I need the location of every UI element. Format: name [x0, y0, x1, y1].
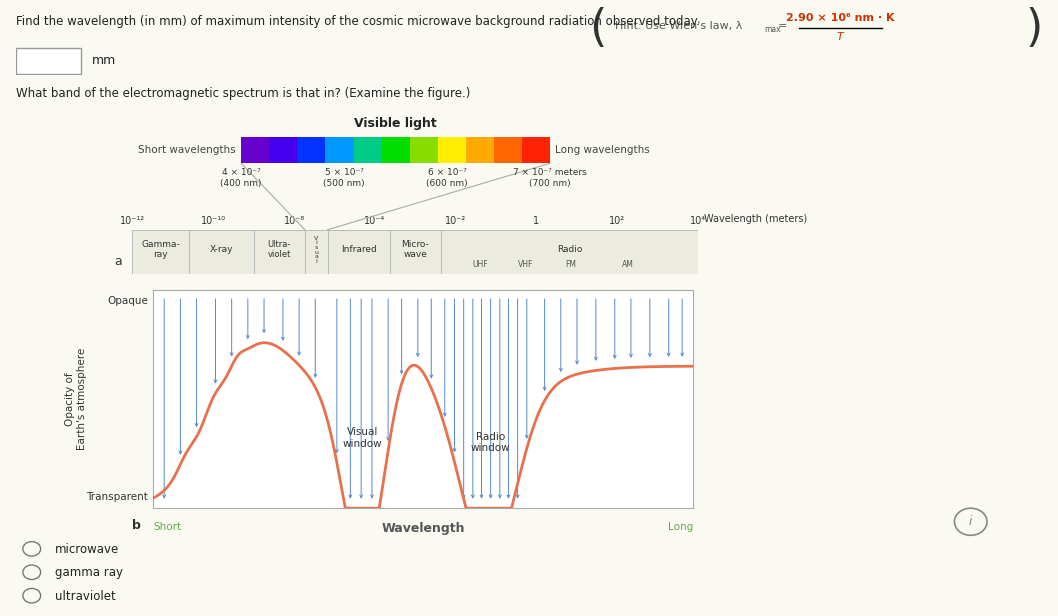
Text: Ultra-
violet: Ultra- violet [268, 240, 291, 259]
Bar [16, 48, 81, 74]
Bar [189, 230, 254, 274]
Text: b: b [132, 519, 141, 532]
Text: T: T [837, 31, 843, 42]
Text: Opacity of
Earth's atmosphere: Opacity of Earth's atmosphere [66, 348, 87, 450]
Text: What band of the electromagnetic spectrum is that in? (Examine the figure.): What band of the electromagnetic spectru… [16, 87, 470, 100]
Text: Wavelength (meters): Wavelength (meters) [704, 214, 807, 224]
Text: V
i
s
u
a
l: V i s u a l [314, 236, 318, 264]
Text: Gamma-
ray: Gamma- ray [141, 240, 180, 259]
Bar [297, 137, 326, 163]
Bar [466, 137, 494, 163]
Bar [438, 137, 466, 163]
Text: Micro-
wave: Micro- wave [401, 240, 430, 259]
Text: 6 × 10⁻⁷: 6 × 10⁻⁷ [427, 168, 467, 177]
Text: ultraviolet: ultraviolet [55, 590, 115, 603]
Text: 4 × 10⁻⁷: 4 × 10⁻⁷ [222, 168, 260, 177]
Text: a: a [114, 255, 122, 268]
Bar [522, 137, 550, 163]
Text: (: ( [589, 7, 607, 50]
Text: Long: Long [668, 522, 693, 532]
Text: Visual
window: Visual window [343, 428, 383, 449]
Text: Wavelength: Wavelength [382, 522, 464, 535]
Bar [132, 230, 189, 274]
Text: Find the wavelength (in mm) of maximum intensity of the cosmic microwave backgro: Find the wavelength (in mm) of maximum i… [16, 15, 699, 28]
Bar [328, 230, 389, 274]
Text: AM: AM [622, 260, 634, 269]
Bar [441, 230, 698, 274]
Bar [305, 230, 328, 274]
Text: Long wavelengths: Long wavelengths [555, 145, 651, 155]
Bar [382, 137, 409, 163]
Text: (400 nm): (400 nm) [220, 179, 262, 188]
Text: i: i [969, 515, 972, 529]
Text: Transparent: Transparent [87, 492, 148, 502]
Text: =: = [779, 21, 787, 31]
Text: (600 nm): (600 nm) [426, 179, 468, 188]
Text: Short: Short [153, 522, 182, 532]
Text: 10⁻⁸: 10⁻⁸ [284, 216, 305, 225]
Text: 10⁻²: 10⁻² [444, 216, 467, 225]
Bar [494, 137, 522, 163]
Text: ): ) [1025, 7, 1043, 50]
Text: Visible light: Visible light [354, 117, 437, 130]
Text: 10⁻¹²: 10⁻¹² [120, 216, 145, 225]
Text: Radio: Radio [557, 245, 582, 254]
Text: (500 nm): (500 nm) [324, 179, 365, 188]
Text: (700 nm): (700 nm) [529, 179, 571, 188]
Text: X-ray: X-ray [209, 245, 233, 254]
Text: 7 × 10⁻⁷ meters: 7 × 10⁻⁷ meters [513, 168, 587, 177]
Text: microwave: microwave [55, 543, 120, 556]
Text: VHF: VHF [518, 260, 533, 269]
Text: Hint: Use Wien's law, λ: Hint: Use Wien's law, λ [615, 21, 742, 31]
Text: FM: FM [565, 260, 577, 269]
Bar [270, 137, 297, 163]
Text: Opaque: Opaque [107, 296, 148, 306]
Text: mm: mm [92, 54, 116, 68]
Text: Short wavelengths: Short wavelengths [139, 145, 236, 155]
Text: max: max [764, 25, 781, 34]
Text: 10²: 10² [609, 216, 625, 225]
Bar [241, 137, 270, 163]
Text: 1: 1 [533, 216, 540, 225]
Text: 10⁻¹⁰: 10⁻¹⁰ [201, 216, 225, 225]
Text: Infrared: Infrared [341, 245, 377, 254]
Text: Radio
window: Radio window [471, 432, 510, 453]
Text: 2.90 × 10⁶ nm · K: 2.90 × 10⁶ nm · K [786, 13, 895, 23]
Text: 5 × 10⁻⁷: 5 × 10⁻⁷ [325, 168, 364, 177]
Bar [326, 137, 353, 163]
Bar [389, 230, 441, 274]
Text: 10⁻⁴: 10⁻⁴ [364, 216, 386, 225]
Bar [409, 137, 438, 163]
Bar [254, 230, 305, 274]
Text: 10⁴: 10⁴ [690, 216, 707, 225]
Text: UHF: UHF [473, 260, 488, 269]
Bar [353, 137, 382, 163]
Text: gamma ray: gamma ray [55, 566, 123, 580]
